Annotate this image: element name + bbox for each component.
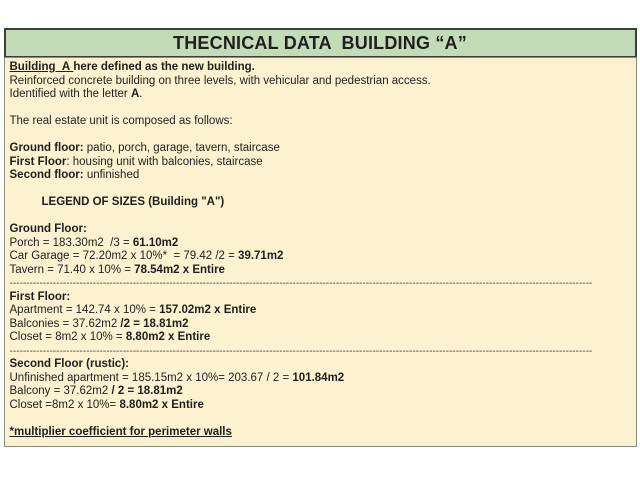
text-line: Closet = 8m2 x 10% = 8.80m2 x Entire xyxy=(10,331,632,345)
page-title: THECNICAL DATA BUILDING “A” xyxy=(173,32,467,53)
text-line: Balconies = 37.62m2 /2 = 18.81m2 xyxy=(10,318,632,332)
text-run: / 2 = 18.81m2 xyxy=(111,385,183,397)
text-line: *multiplier coefficient for perimeter wa… xyxy=(10,426,632,440)
text-run: Second floor: xyxy=(9,169,84,181)
text-run: here defined as the new building. xyxy=(73,61,255,73)
text-run: Closet =8m2 x 10%= xyxy=(9,398,120,411)
dashed-separator: ----------------------------------------… xyxy=(9,278,592,289)
text-run: : housing unit with balconies, staircase xyxy=(66,155,263,168)
text-run: Tavern = 71.40 x 10% = xyxy=(9,263,135,276)
text-line: Apartment = 142.74 x 10% = 157.02m2 x En… xyxy=(10,304,632,318)
text-run: 78.54m2 x Entire xyxy=(134,263,225,276)
text-run: First Floor xyxy=(9,155,67,168)
text-run: 8.80m2 x Entire xyxy=(119,398,204,411)
text-line: Unfinished apartment = 185.15m2 x 10%= 2… xyxy=(10,372,632,386)
text-line: Balcony = 37.62m2 / 2 = 18.81m2 xyxy=(10,385,632,399)
text-run: The real estate unit is composed as foll… xyxy=(9,115,233,127)
text-line: Porch = 183.30m2 /3 = 61.10m2 xyxy=(10,237,632,251)
text-run: Identified with the letter xyxy=(9,88,131,100)
text-run: Second Floor (rustic): xyxy=(9,358,129,370)
text-line: Second floor: unfinished xyxy=(10,169,632,183)
text-line: Car Garage = 72.20m2 x 10%* = 79.42 /2 =… xyxy=(10,250,632,264)
text-line: Ground Floor: xyxy=(10,223,632,237)
text-run: Ground Floor: xyxy=(9,223,87,235)
text-run: *multiplier coefficient for perimeter wa… xyxy=(9,425,232,438)
text-line: Building A here defined as the new build… xyxy=(10,61,632,75)
blank-line xyxy=(10,102,632,116)
text-line: First Floor: xyxy=(10,291,632,305)
blank-line xyxy=(10,129,632,143)
text-run: Car Garage = 72.20m2 x 10%* = 79.42 /2 = xyxy=(9,250,239,262)
text-run: Reinforced concrete building on three le… xyxy=(9,74,431,87)
dashed-separator: ----------------------------------------… xyxy=(9,345,592,357)
text-line: LEGEND OF SIZES (Building "A") xyxy=(10,196,632,210)
text-line: Tavern = 71.40 x 10% = 78.54m2 x Entire xyxy=(10,264,632,278)
text-run: LEGEND OF SIZES (Building "A") xyxy=(41,196,225,208)
blank-line xyxy=(10,412,632,426)
text-run: Apartment = 142.74 x 10% = xyxy=(9,304,160,316)
text-line: The real estate unit is composed as foll… xyxy=(10,115,632,129)
text-run: First Floor: xyxy=(9,290,71,303)
text-run: Balconies = 37.62m2 xyxy=(9,317,121,330)
text-run: 101.84m2 xyxy=(292,371,345,384)
text-run: /2 = 18.81m2 xyxy=(120,317,189,330)
text-run: Building A xyxy=(9,61,74,73)
text-line: Second Floor (rustic): xyxy=(10,358,632,372)
text-run: Porch = 183.30m2 /3 = xyxy=(9,236,133,249)
text-run: . xyxy=(139,88,143,100)
text-run: unfinished xyxy=(83,169,140,181)
text-run: Balcony = 37.62m2 xyxy=(9,385,112,397)
text-run: Ground floor: xyxy=(9,142,84,154)
text-run: 157.02m2 x Entire xyxy=(159,304,257,316)
text-run: Unfinished apartment = 185.15m2 x 10%= 2… xyxy=(9,371,293,384)
text-line: Reinforced concrete building on three le… xyxy=(10,75,632,89)
text-run: 8.80m2 x Entire xyxy=(125,331,211,343)
text-line: Identified with the letter A. xyxy=(10,88,632,102)
blank-line xyxy=(10,210,632,224)
text-line: Ground floor: patio, porch, garage, tave… xyxy=(10,142,632,156)
text-run: patio, porch, garage, tavern, staircase xyxy=(83,142,280,154)
text-line: First Floor: housing unit with balconies… xyxy=(10,156,632,170)
document-body: Building A here defined as the new build… xyxy=(3,57,637,447)
text-run: Closet = 8m2 x 10% = xyxy=(9,331,126,343)
text-run: 39.71m2 xyxy=(238,250,284,262)
blank-line xyxy=(10,183,632,197)
text-run: 61.10m2 xyxy=(132,236,179,249)
title-bar: THECNICAL DATA BUILDING “A” xyxy=(3,28,637,58)
text-run: A xyxy=(130,88,140,100)
text-line: Closet =8m2 x 10%= 8.80m2 x Entire xyxy=(10,399,632,413)
